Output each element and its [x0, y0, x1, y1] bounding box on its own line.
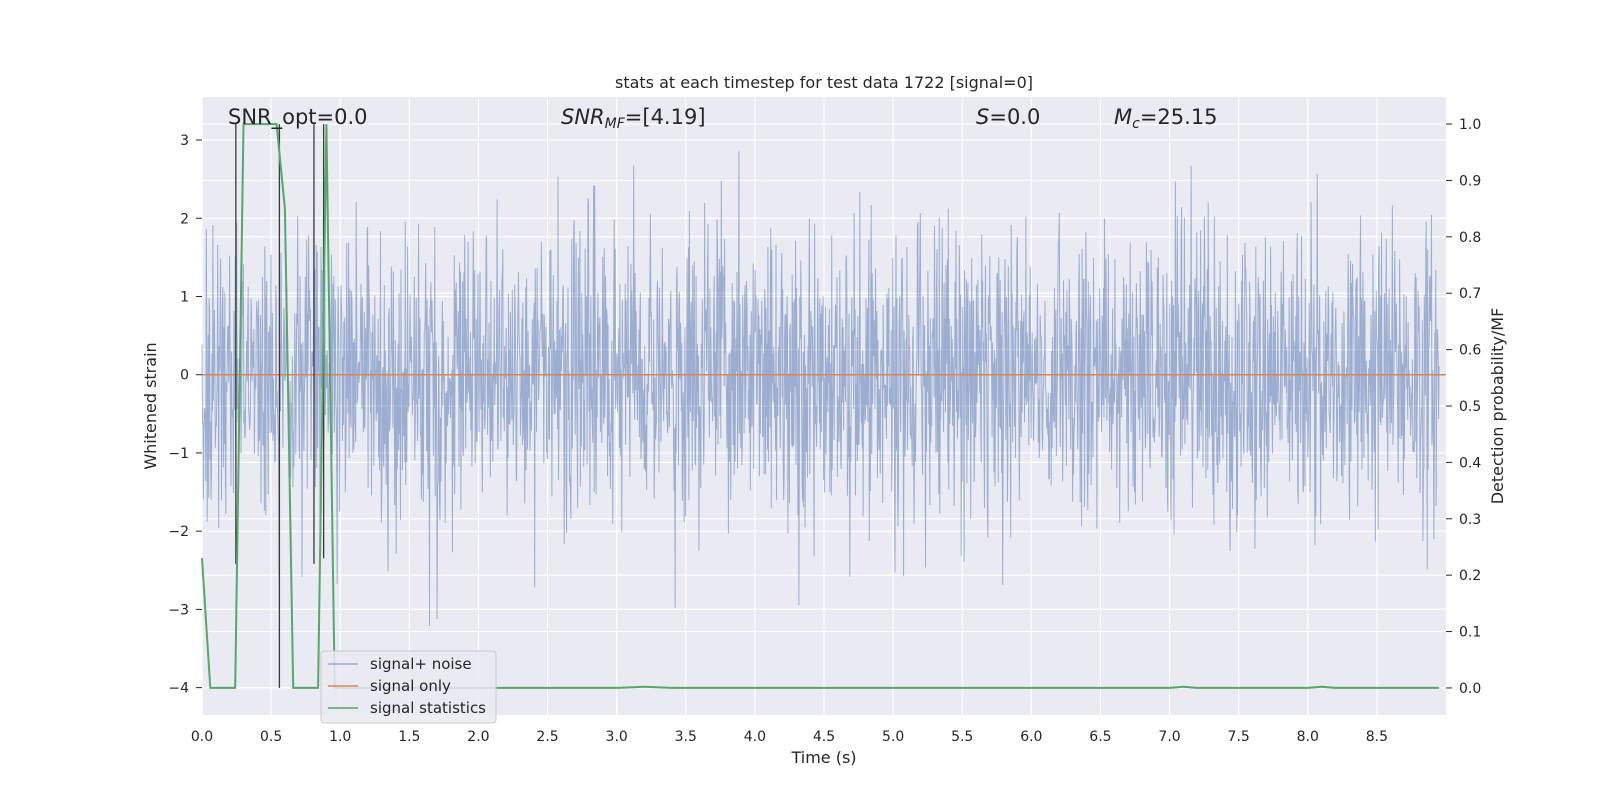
legend-label-signal-noise: signal+ noise	[370, 655, 472, 673]
legend: signal+ noise signal only signal statist…	[320, 650, 497, 724]
y-tick-label-left-3: 0	[180, 368, 189, 384]
x-tick-label-11: 5.5	[951, 729, 973, 745]
y-tick-label-left-5: −2	[168, 524, 189, 540]
x-tick-label-5: 2.5	[536, 729, 558, 745]
annotation-snr-mf: SNRMF=[4.19]	[561, 105, 706, 132]
legend-label-signal-only: signal only	[370, 677, 451, 695]
chart-title: stats at each timestep for test data 172…	[615, 73, 1033, 92]
x-tick-label-3: 1.5	[398, 729, 420, 745]
x-tick-label-0: 0.0	[191, 729, 213, 745]
x-tick-label-1: 0.5	[260, 729, 282, 745]
legend-box	[320, 650, 497, 724]
x-tick-label-15: 7.5	[1228, 729, 1250, 745]
x-tick-label-7: 3.5	[675, 729, 697, 745]
y-tick-label-right-3: 0.7	[1459, 286, 1481, 302]
y-tick-label-left-7: −4	[168, 681, 189, 697]
y-tick-label-right-6: 0.4	[1459, 455, 1481, 471]
x-tick-label-12: 6.0	[1020, 729, 1042, 745]
series-signal-noise	[201, 151, 1440, 627]
annotation-mc: Mc=25.15	[1114, 105, 1218, 132]
y-tick-label-left-6: −3	[168, 602, 189, 618]
y-tick-label-right-2: 0.8	[1459, 230, 1481, 246]
x-axis-label: Time (s)	[790, 748, 856, 767]
y-tick-labels-left: 3 2 1 0 −1 −2 −3 −4	[168, 133, 202, 697]
y-tick-labels-right: 1.0 0.9 0.8 0.7 0.6 0.5 0.4 0.3 0.2 0.1 0.0	[1446, 117, 1481, 697]
y-axis-label-right: Detection probability/MF	[1488, 308, 1507, 505]
y-tick-label-left-0: 3	[180, 133, 189, 149]
y-tick-label-right-5: 0.5	[1459, 399, 1481, 415]
y-tick-label-left-1: 2	[180, 211, 189, 227]
x-tick-label-16: 8.0	[1297, 729, 1319, 745]
x-tick-label-13: 6.5	[1089, 729, 1111, 745]
y-tick-label-right-4: 0.6	[1459, 343, 1481, 359]
annotation-s: S=0.0	[976, 105, 1040, 129]
x-tick-labels: 0.0 0.5 1.0 1.5 2.0 2.5 3.0 3.5 4.0 4.5 5.0 5.5 6.0 6…	[191, 729, 1388, 745]
noise-trace	[201, 151, 1440, 627]
y-tick-label-right-10: 0.0	[1459, 681, 1481, 697]
y-tick-label-right-7: 0.3	[1459, 512, 1481, 528]
legend-label-signal-statistics: signal statistics	[370, 699, 486, 717]
x-tick-label-8: 4.0	[744, 729, 766, 745]
x-tick-label-6: 3.0	[606, 729, 628, 745]
x-tick-label-10: 5.0	[882, 729, 904, 745]
y-tick-label-right-0: 1.0	[1459, 117, 1481, 133]
y-axis-label: Whitened strain	[141, 342, 160, 469]
y-tick-label-left-4: −1	[168, 446, 189, 462]
y-tick-label-right-1: 0.9	[1459, 173, 1481, 189]
vertical-lines	[235, 124, 325, 688]
y-tick-label-left-2: 1	[180, 289, 189, 305]
x-tick-label-4: 2.0	[467, 729, 489, 745]
x-tick-label-9: 4.5	[813, 729, 835, 745]
x-tick-label-17: 8.5	[1366, 729, 1388, 745]
x-tick-label-14: 7.0	[1158, 729, 1180, 745]
y-tick-label-right-8: 0.2	[1459, 568, 1481, 584]
annotation-snr-opt: SNR_opt=0.0	[228, 105, 368, 130]
x-tick-label-2: 1.0	[329, 729, 351, 745]
y-tick-label-right-9: 0.1	[1459, 625, 1481, 641]
